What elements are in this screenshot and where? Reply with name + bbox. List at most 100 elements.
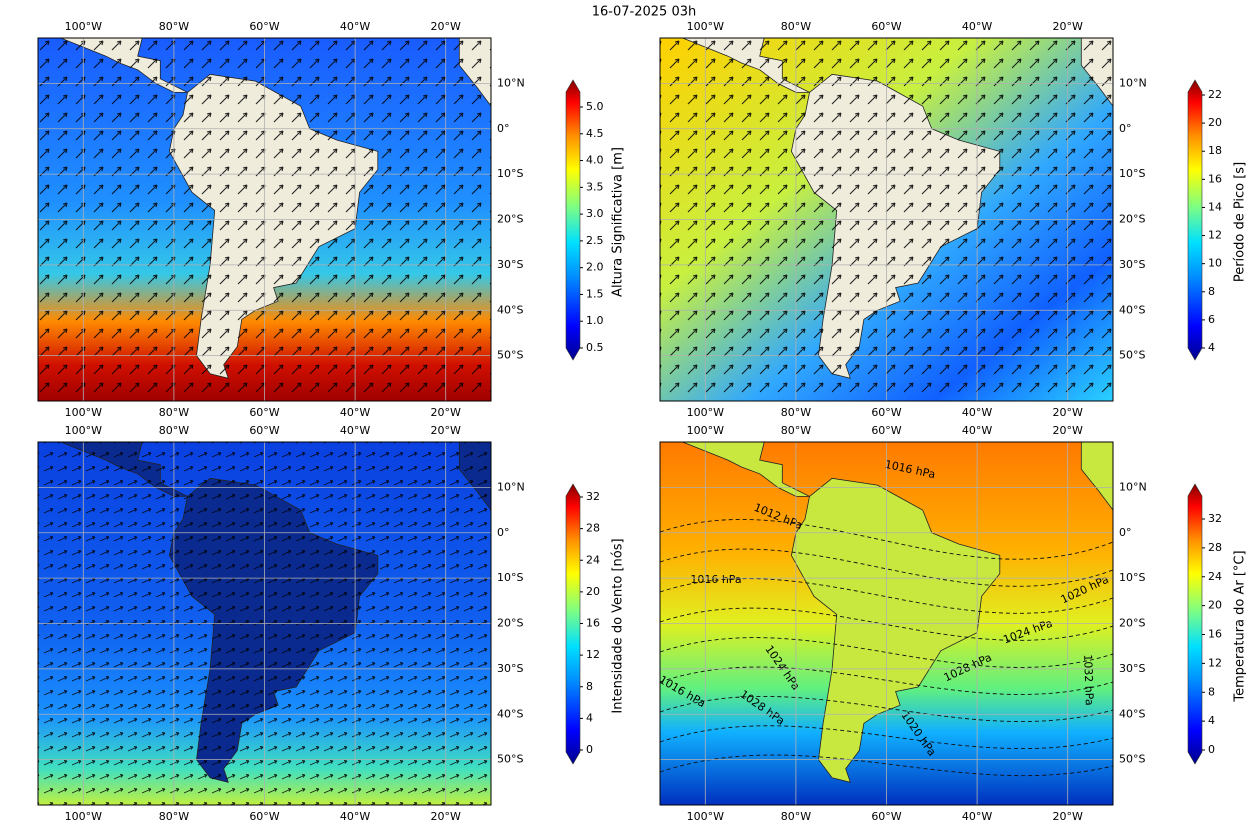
lat-label: 10°N <box>497 76 525 89</box>
colorbar-tick-label: 28 <box>586 522 600 535</box>
colorbar-tick-label: 20 <box>1208 599 1222 612</box>
lon-label: 20°W <box>1053 810 1083 823</box>
lon-label: 100°W <box>687 20 724 33</box>
colorbar-tick-label: 4 <box>1208 341 1215 354</box>
colorbar-tick-label: 2.0 <box>586 261 604 274</box>
lon-label: 100°W <box>687 406 724 419</box>
lat-label: 50°S <box>1119 753 1145 766</box>
colorbar-tick-label: 5.0 <box>586 100 604 113</box>
lat-label: 10°N <box>497 480 525 493</box>
lat-label: 40°S <box>1119 303 1145 316</box>
colorbar-tick-label: 22 <box>1208 88 1222 101</box>
lon-label: 20°W <box>1053 424 1083 437</box>
lon-label: 40°W <box>962 424 992 437</box>
colorbar-tick-label: 32 <box>586 490 600 503</box>
colorbar-tick-label: 4.0 <box>586 154 604 167</box>
lon-label: 20°W <box>431 406 461 419</box>
lat-label: 0° <box>1119 122 1132 135</box>
lat-label: 50°S <box>497 753 523 766</box>
colorbar-tick-label: 4.5 <box>586 127 604 140</box>
map-content <box>38 442 491 805</box>
colorbar-tick-label: 16 <box>1208 628 1222 641</box>
colorbar-tick-label: 20 <box>1208 116 1222 129</box>
colorbar-tick-label: 8 <box>586 680 593 693</box>
lon-label: 100°W <box>65 20 102 33</box>
lat-label: 10°S <box>1119 167 1145 180</box>
lat-label: 20°S <box>1119 213 1145 226</box>
colorbar-tick-label: 4 <box>1208 714 1215 727</box>
lon-label: 40°W <box>340 810 370 823</box>
lat-label: 40°S <box>497 303 523 316</box>
colorbar <box>1188 484 1202 764</box>
lon-label: 80°W <box>159 424 189 437</box>
lat-label: 30°S <box>1119 662 1145 675</box>
lon-label: 80°W <box>781 810 811 823</box>
colorbar-tick-label: 28 <box>1208 541 1222 554</box>
contour-label: 1016 hPa <box>690 573 741 586</box>
colorbar-tick-label: 20 <box>586 585 600 598</box>
colorbar-tick-label: 24 <box>1208 570 1222 583</box>
lat-label: 0° <box>1119 526 1132 539</box>
lon-label: 20°W <box>431 810 461 823</box>
map-panel: 100°W100°W80°W80°W60°W60°W40°W40°W20°W20… <box>38 20 626 419</box>
colorbar-tick-label: 12 <box>586 648 600 661</box>
colorbar-tick-label: 32 <box>1208 512 1222 525</box>
lon-label: 80°W <box>781 424 811 437</box>
lat-label: 10°S <box>1119 571 1145 584</box>
colorbar-tick-label: 2.5 <box>586 234 604 247</box>
lat-label: 40°S <box>497 707 523 720</box>
contour-label: 1032 hPa <box>1081 654 1096 706</box>
lon-label: 60°W <box>871 406 901 419</box>
lat-label: 30°S <box>497 662 523 675</box>
colorbar <box>566 80 580 360</box>
lat-label: 10°S <box>497 167 523 180</box>
map-content <box>38 38 491 401</box>
lon-label: 40°W <box>962 406 992 419</box>
lon-label: 60°W <box>871 424 901 437</box>
lon-label: 60°W <box>249 810 279 823</box>
lat-label: 20°S <box>1119 617 1145 630</box>
colorbar-tick-label: 0.5 <box>586 341 604 354</box>
lon-label: 60°W <box>871 810 901 823</box>
lon-label: 80°W <box>781 20 811 33</box>
lat-label: 30°S <box>1119 258 1145 271</box>
colorbar-label: Período de Pico [s] <box>1233 162 1246 282</box>
lat-label: 40°S <box>1119 707 1145 720</box>
colorbar-label: Intensidade do Vento [nós] <box>611 538 626 713</box>
lat-label: 20°S <box>497 617 523 630</box>
lon-label: 20°W <box>1053 406 1083 419</box>
colorbar-tick-label: 12 <box>1208 656 1222 669</box>
map-panel: 100°W100°W80°W80°W60°W60°W40°W40°W20°W20… <box>38 424 626 823</box>
lat-label: 50°S <box>1119 349 1145 362</box>
colorbar-tick-label: 0 <box>586 743 593 756</box>
colorbar-tick-label: 4 <box>586 711 593 724</box>
colorbar-tick-label: 8 <box>1208 685 1215 698</box>
colorbar <box>1188 80 1202 360</box>
lon-label: 60°W <box>249 20 279 33</box>
colorbar <box>566 484 580 764</box>
map-content <box>660 38 1113 401</box>
lat-label: 10°S <box>497 571 523 584</box>
colorbar-tick-label: 18 <box>1208 144 1222 157</box>
lon-label: 60°W <box>249 424 279 437</box>
colorbar-tick-label: 1.5 <box>586 287 604 300</box>
lat-label: 0° <box>497 122 510 135</box>
lat-label: 50°S <box>497 349 523 362</box>
colorbar-tick-label: 3.0 <box>586 207 604 220</box>
lon-label: 40°W <box>962 20 992 33</box>
lat-label: 0° <box>497 526 510 539</box>
lon-label: 60°W <box>249 406 279 419</box>
colorbar-tick-label: 8 <box>1208 285 1215 298</box>
lat-label: 30°S <box>497 258 523 271</box>
colorbar-label: Altura Significativa [m] <box>611 147 626 297</box>
lon-label: 100°W <box>687 424 724 437</box>
lon-label: 20°W <box>1053 20 1083 33</box>
lon-label: 100°W <box>687 810 724 823</box>
lat-label: 10°N <box>1119 76 1147 89</box>
lon-label: 100°W <box>65 424 102 437</box>
colorbar-label: Temperatura do Ar [°C] <box>1233 550 1246 702</box>
colorbar-tick-label: 3.5 <box>586 180 604 193</box>
lon-label: 100°W <box>65 810 102 823</box>
